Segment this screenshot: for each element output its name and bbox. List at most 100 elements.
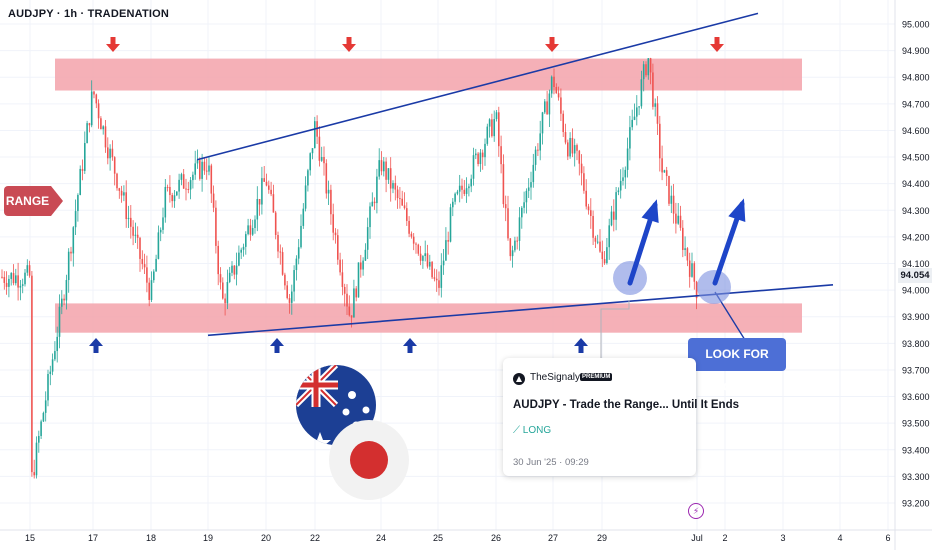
- candle-body: [1, 276, 3, 278]
- candle-body: [125, 192, 127, 220]
- candle-body: [159, 229, 162, 233]
- candle-body: [481, 152, 484, 158]
- candle-body: [148, 282, 150, 300]
- chart-title: AUDJPY · 1h · TRADENATION: [8, 8, 170, 20]
- up-arrow-icon: [574, 338, 588, 346]
- candle-body: [272, 194, 275, 213]
- candle-body: [90, 91, 93, 126]
- candle-body: [286, 285, 288, 299]
- candle-body: [426, 253, 429, 267]
- price-tick-label: 94.200: [902, 232, 930, 242]
- idea-author[interactable]: TheSignalyst: [530, 372, 588, 383]
- candle-body: [49, 371, 52, 375]
- candle-body: [245, 234, 247, 247]
- candle-body: [640, 79, 643, 107]
- candle-body: [360, 262, 362, 270]
- candle-body: [194, 163, 196, 175]
- candle-body: [302, 208, 305, 226]
- candle-body: [585, 190, 587, 207]
- candle-body: [97, 103, 100, 119]
- candle-body: [318, 136, 321, 161]
- candle-body: [327, 189, 330, 194]
- candle-body: [373, 201, 376, 204]
- candle-body: [51, 359, 54, 372]
- candle-body: [334, 232, 337, 236]
- candle-body: [155, 258, 157, 272]
- candle-body: [475, 153, 477, 156]
- candle-body: [219, 274, 222, 283]
- candle-body: [663, 170, 666, 173]
- candle-body: [146, 267, 148, 283]
- candle-body: [81, 168, 84, 171]
- candle-body: [355, 288, 357, 298]
- candle-body: [500, 146, 502, 165]
- idea-card[interactable]: TheSignalyst PREMIUM AUDJPY - Trade the …: [503, 358, 739, 476]
- candle-body: [107, 147, 109, 159]
- candle-body: [350, 315, 353, 318]
- candle-body: [240, 249, 242, 253]
- candle-body: [3, 277, 6, 283]
- candle-body: [429, 261, 431, 267]
- candle-body: [477, 153, 479, 165]
- idea-title[interactable]: AUDJPY - Trade the Range... Until It End…: [513, 399, 739, 411]
- candle-body: [624, 169, 627, 178]
- candle-body: [534, 149, 537, 165]
- up-arrow-icon: [578, 345, 584, 353]
- candle-body: [353, 288, 355, 318]
- candle-body: [695, 281, 698, 299]
- candle-body: [498, 112, 500, 147]
- candle-body: [291, 291, 293, 303]
- candle-body: [300, 225, 302, 248]
- candle-body: [642, 64, 645, 80]
- price-tick-label: 93.500: [902, 419, 930, 429]
- candle-body: [509, 238, 512, 257]
- candle-body: [672, 195, 675, 214]
- candle-body: [546, 101, 548, 115]
- candle-body: [341, 272, 344, 288]
- candle-body: [389, 168, 392, 189]
- candle-body: [224, 298, 226, 304]
- candle-body: [86, 123, 88, 144]
- price-tick-label: 93.300: [902, 472, 930, 482]
- candle-body: [518, 217, 521, 241]
- candle-body: [311, 148, 314, 154]
- down-arrow-icon: [346, 37, 352, 45]
- candle-body: [72, 227, 75, 254]
- candle-body: [465, 188, 468, 194]
- candle-body: [645, 64, 647, 76]
- range-label: RANGE: [4, 186, 51, 216]
- candle-body: [638, 106, 640, 108]
- candle-body: [251, 228, 254, 235]
- candle-body: [578, 150, 581, 164]
- candle-body: [449, 207, 452, 242]
- candle-body: [44, 400, 47, 413]
- candle-body: [688, 260, 691, 277]
- candle-body: [615, 192, 617, 220]
- candle-body: [458, 185, 461, 192]
- candle-body: [567, 142, 569, 157]
- candle-body: [387, 168, 390, 180]
- candle-body: [544, 101, 546, 113]
- candle-body: [215, 207, 217, 246]
- candle-body: [222, 282, 224, 299]
- candle-body: [270, 189, 272, 195]
- candle-body: [95, 94, 98, 104]
- trend-up-icon: ⟋: [513, 425, 523, 436]
- candle-body: [553, 76, 555, 88]
- time-tick-label: 29: [597, 533, 607, 543]
- candle-body: [314, 121, 316, 149]
- candle-body: [686, 248, 689, 261]
- candle-body: [661, 158, 663, 173]
- candle-body: [521, 207, 523, 218]
- candle-body: [212, 193, 215, 208]
- candle-body: [583, 173, 585, 191]
- candle-body: [116, 173, 118, 189]
- candle-body: [226, 281, 229, 304]
- down-arrow-icon: [545, 44, 559, 52]
- lightning-icon[interactable]: ⚡: [688, 503, 704, 519]
- candle-body: [693, 263, 696, 282]
- candle-body: [403, 205, 406, 209]
- candle-body: [104, 126, 107, 148]
- candle-body: [684, 248, 686, 250]
